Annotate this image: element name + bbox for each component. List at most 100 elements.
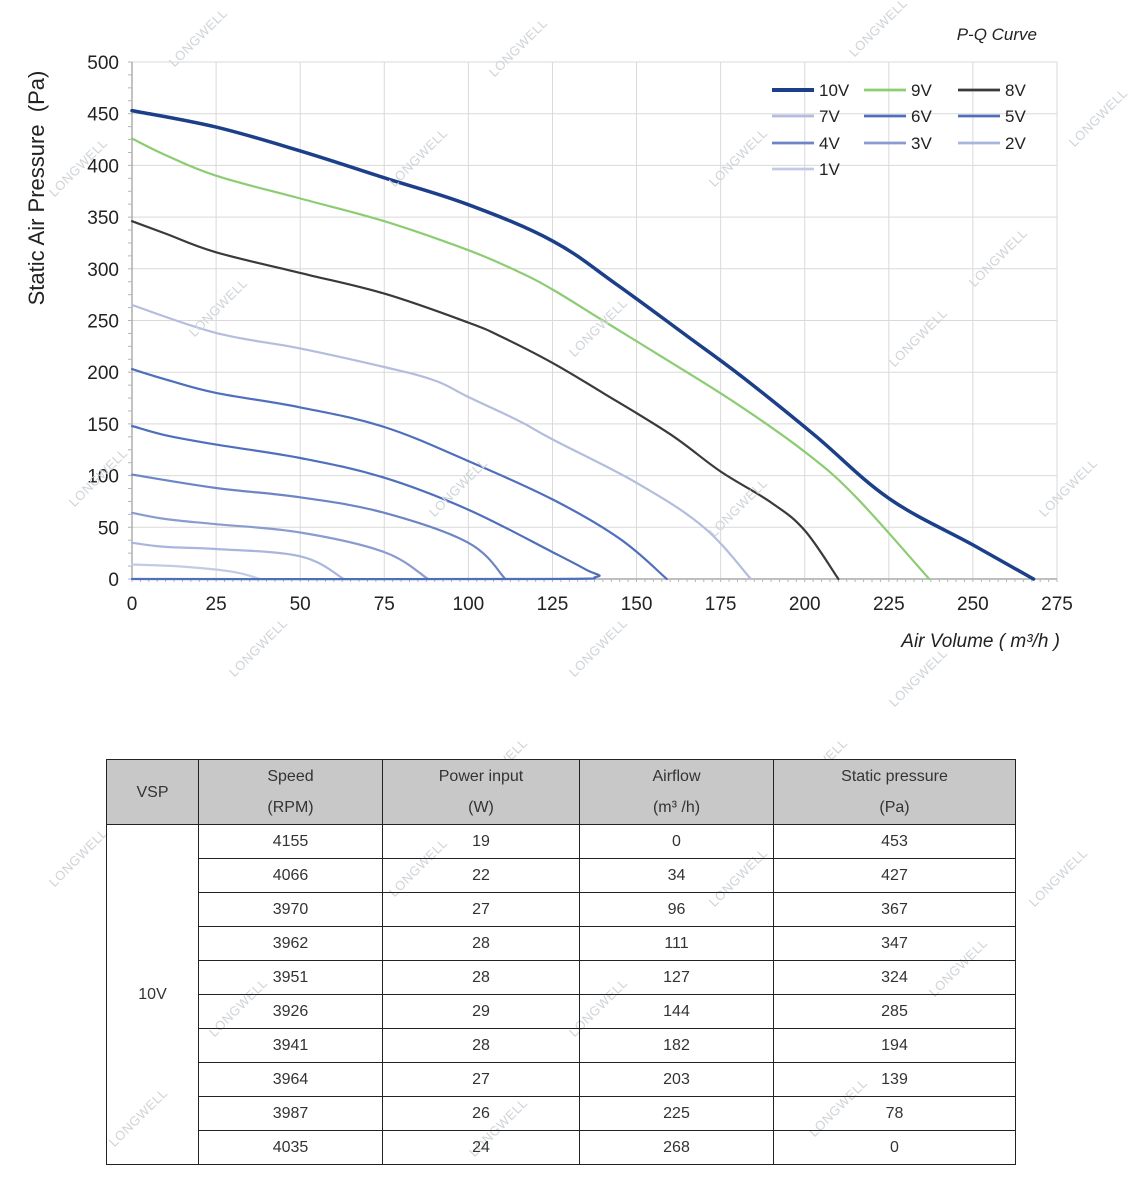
static-pressure-cell: 347 <box>773 926 1016 961</box>
series-line-4V <box>130 473 507 581</box>
speed-cell: 4155 <box>198 824 383 859</box>
airflow-cell: 127 <box>579 960 774 995</box>
x-tick-label: 100 <box>453 594 485 615</box>
static-pressure-cell: 139 <box>773 1062 1016 1097</box>
header-airflow-label: Airflow <box>652 768 701 785</box>
y-tick-label: 300 <box>87 260 119 281</box>
speed-cell: 3941 <box>198 1028 383 1063</box>
y-axis-title: Static Air Pressure (Pa) <box>24 71 49 306</box>
pq-chart: 0 25 50 75 100 125 150 175 200 225 250 275 0 50 100 150… <box>24 25 1073 652</box>
power-cell: 24 <box>382 1130 580 1165</box>
power-cell: 27 <box>382 892 580 927</box>
header-speed: Speed (RPM) <box>198 759 383 825</box>
spec-table: VSP Speed (RPM) Power input (W) Airflow (m³… <box>106 759 1016 1165</box>
table-header-row: VSP Speed (RPM) Power input (W) Airflow (m³… <box>106 759 1016 825</box>
table-row: 4066 22 34 427 <box>107 858 1016 893</box>
legend-label-1V: 1V <box>819 160 840 179</box>
series-line-6V <box>130 368 668 581</box>
static-pressure-cell: 324 <box>773 960 1016 995</box>
table-row: 3987 26 225 78 <box>107 1096 1016 1131</box>
vsp-cell: 10V <box>106 824 199 1165</box>
table-body: 10V 4155 19 0 453 4066 22 34 427 3970 27 96 367 3962 2… <box>106 824 1016 1165</box>
airflow-cell: 0 <box>579 824 774 859</box>
header-speed-unit: (RPM) <box>267 799 314 816</box>
pq-chart-svg: 0 25 50 75 100 125 150 175 200 225 250 275 0 50 100 150… <box>24 25 1073 652</box>
speed-cell: 3951 <box>198 960 383 995</box>
legend-label-8V: 8V <box>1005 81 1026 100</box>
x-tick-label: 200 <box>789 594 821 615</box>
table-row: 3926 29 144 285 <box>107 994 1016 1029</box>
legend-label-6V: 6V <box>911 107 932 126</box>
header-airflow: Airflow (m³ /h) <box>579 759 774 825</box>
power-cell: 27 <box>382 1062 580 1097</box>
x-tick-label: 150 <box>621 594 653 615</box>
power-cell: 28 <box>382 1028 580 1063</box>
y-tick-label: 400 <box>87 156 119 177</box>
y-tick-label: 500 <box>87 53 119 74</box>
airflow-cell: 225 <box>579 1096 774 1131</box>
power-cell: 26 <box>382 1096 580 1131</box>
header-power: Power input (W) <box>382 759 580 825</box>
series-line-9V <box>130 137 931 581</box>
y-tick-label: 50 <box>98 518 119 539</box>
legend-label-2V: 2V <box>1005 134 1026 153</box>
speed-cell: 3962 <box>198 926 383 961</box>
x-tick-label: 50 <box>290 594 311 615</box>
speed-cell: 3964 <box>198 1062 383 1097</box>
airflow-cell: 203 <box>579 1062 774 1097</box>
header-static-pressure-label: Static pressure <box>841 768 948 785</box>
y-tick-label: 250 <box>87 312 119 333</box>
static-pressure-cell: 0 <box>773 1130 1016 1165</box>
header-airflow-unit: (m³ /h) <box>652 799 701 816</box>
legend-label-3V: 3V <box>911 134 932 153</box>
table-row: 3941 28 182 194 <box>107 1028 1016 1063</box>
table-row: 3964 27 203 139 <box>107 1062 1016 1097</box>
table-row: 3962 28 111 347 <box>107 926 1016 961</box>
static-pressure-cell: 453 <box>773 824 1016 859</box>
series-line-3V <box>130 511 430 581</box>
speed-cell: 3987 <box>198 1096 383 1131</box>
airflow-cell: 268 <box>579 1130 774 1165</box>
header-static-pressure-unit: (Pa) <box>879 799 910 816</box>
table-row: 3970 27 96 367 <box>107 892 1016 927</box>
header-vsp-label: VSP <box>136 783 169 801</box>
x-axis-title: Air Volume ( m³/h ) <box>900 631 1060 652</box>
legend-label-7V: 7V <box>819 107 840 126</box>
series-line-2V <box>130 541 345 581</box>
header-power-unit: (W) <box>468 799 494 816</box>
legend-label-10V: 10V <box>819 81 850 100</box>
header-vsp: VSP <box>106 759 199 825</box>
static-pressure-cell: 285 <box>773 994 1016 1029</box>
legend-label-9V: 9V <box>911 81 932 100</box>
x-tick-label: 0 <box>127 594 138 615</box>
y-tick-label: 450 <box>87 105 119 126</box>
airflow-cell: 34 <box>579 858 774 893</box>
table-row: 3951 28 127 324 <box>107 960 1016 995</box>
chart-title: P-Q Curve <box>957 25 1037 44</box>
power-cell: 28 <box>382 960 580 995</box>
header-static-pressure: Static pressure (Pa) <box>773 759 1016 825</box>
airflow-cell: 111 <box>579 926 774 961</box>
y-tick-label: 150 <box>87 415 119 436</box>
y-tick-label: 350 <box>87 208 119 229</box>
airflow-cell: 96 <box>579 892 774 927</box>
x-tick-label: 125 <box>537 594 569 615</box>
watermark-text: LONGWELL <box>1025 845 1091 910</box>
power-cell: 28 <box>382 926 580 961</box>
table-row: 4035 24 268 0 <box>107 1130 1016 1165</box>
y-tick-label: 0 <box>108 570 119 591</box>
watermark-text: LONGWELL <box>45 825 111 890</box>
static-pressure-cell: 194 <box>773 1028 1016 1063</box>
x-tick-label: 175 <box>705 594 737 615</box>
series-line-5V <box>130 424 601 581</box>
speed-cell: 4035 <box>198 1130 383 1165</box>
table-row: 10V 4155 19 0 453 <box>106 824 1016 1165</box>
x-tick-label: 275 <box>1041 594 1073 615</box>
header-power-label: Power input <box>438 768 524 785</box>
speed-cell: 3970 <box>198 892 383 927</box>
x-tick-label: 75 <box>374 594 395 615</box>
x-tick-label: 225 <box>873 594 905 615</box>
legend-label-4V: 4V <box>819 134 840 153</box>
x-tick-label: 25 <box>206 594 227 615</box>
airflow-cell: 144 <box>579 994 774 1029</box>
